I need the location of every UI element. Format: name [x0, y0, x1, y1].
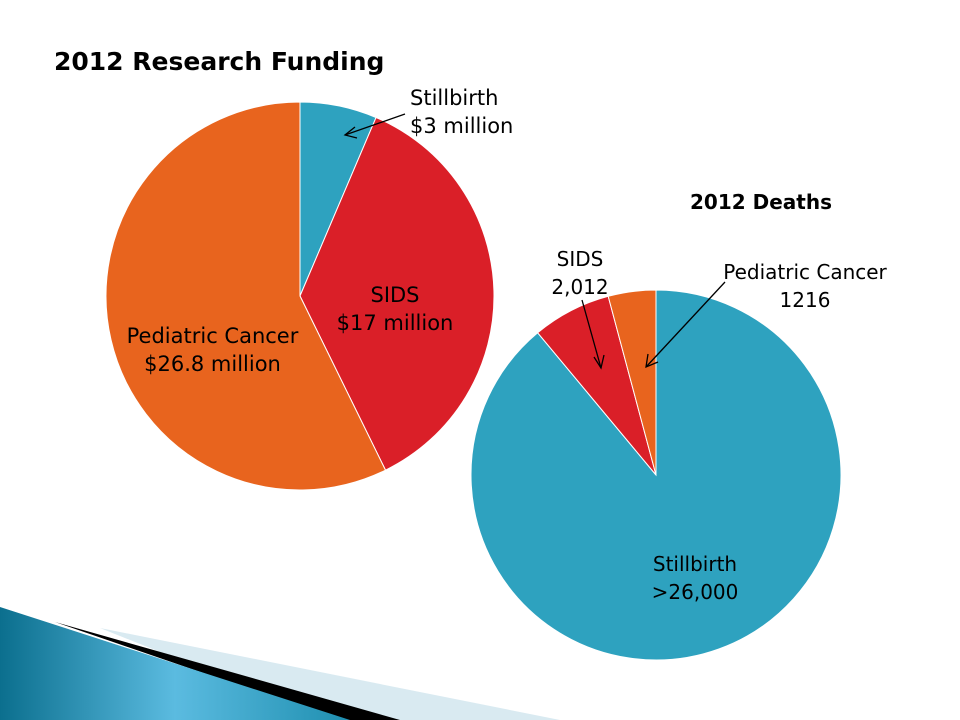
- decor-light-band: [100, 628, 560, 720]
- funding-pie: [105, 101, 495, 491]
- arrow-cancer-deaths: [645, 281, 726, 368]
- arrowhead: [593, 354, 605, 370]
- pie-slice-sids: [299, 116, 495, 471]
- label-stillbirth-deaths: Stillbirth >26,000: [625, 550, 765, 606]
- arrowhead: [645, 353, 659, 369]
- label-cancer-funding: Pediatric Cancer $26.8 million: [110, 322, 315, 378]
- annotation-arrows: [343, 113, 726, 370]
- arrow-sids-deaths: [581, 299, 602, 369]
- label-name: Pediatric Cancer: [723, 260, 887, 284]
- label-value: >26,000: [651, 580, 739, 604]
- label-value: $17 million: [336, 311, 454, 335]
- label-sids-funding: SIDS $17 million: [325, 281, 465, 337]
- label-name: SIDS: [370, 283, 420, 307]
- decor-blue-band: [0, 607, 350, 720]
- label-value: 1216: [779, 288, 831, 312]
- arrow-stillbirth-funding: [344, 113, 406, 136]
- arrowhead: [343, 126, 358, 139]
- label-value: 2,012: [551, 275, 609, 299]
- deaths-chart-title: 2012 Deaths: [690, 190, 832, 214]
- label-name: Pediatric Cancer: [126, 324, 299, 348]
- label-cancer-deaths: Pediatric Cancer 1216: [705, 258, 905, 314]
- label-name: SIDS: [556, 247, 604, 271]
- label-value: $3 million: [410, 114, 514, 138]
- pie-slice-pediatric-cancer: [105, 101, 387, 491]
- funding-chart-title: 2012 Research Funding: [54, 47, 385, 76]
- decor-black-band: [55, 622, 400, 720]
- label-value: $26.8 million: [144, 352, 281, 376]
- label-sids-deaths: SIDS 2,012: [540, 245, 620, 301]
- deaths-pie: [470, 289, 842, 661]
- label-name: Stillbirth: [652, 552, 738, 576]
- label-stillbirth-funding: Stillbirth $3 million: [410, 84, 513, 140]
- label-name: Stillbirth: [410, 86, 499, 110]
- pie-slice-pediatric-cancer: [607, 289, 657, 476]
